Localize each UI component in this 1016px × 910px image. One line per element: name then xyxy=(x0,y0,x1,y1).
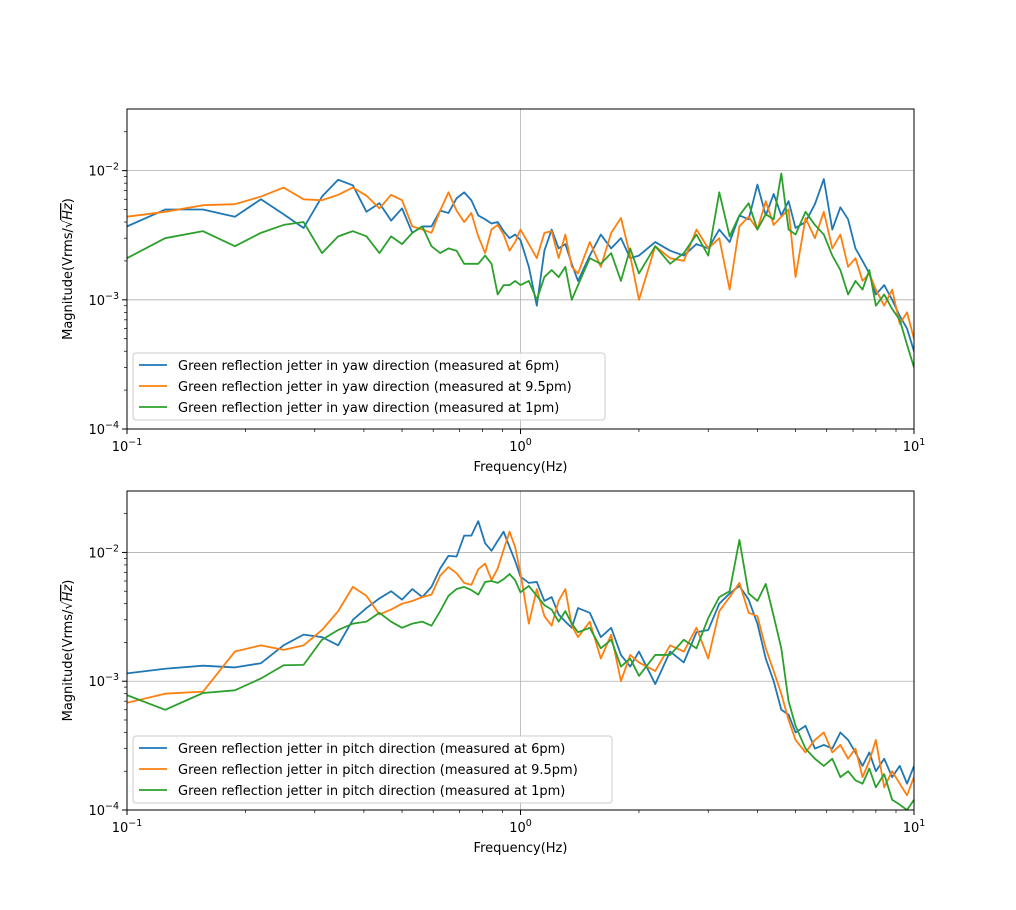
x-tick-label: 101 xyxy=(903,818,926,836)
x-tick-label: 10−1 xyxy=(112,437,143,455)
legend-label: Green reflection jetter in pitch directi… xyxy=(178,784,565,799)
y-tick-label: 10−4 xyxy=(88,420,119,438)
x-tick-label: 101 xyxy=(903,437,926,455)
y-tick-label: 10−3 xyxy=(88,291,119,309)
legend-label: Green reflection jetter in pitch directi… xyxy=(178,742,565,757)
y-axis-label: Magnitude(Vrms/√Hz) xyxy=(61,580,76,722)
series-line-3 xyxy=(127,539,914,810)
y-tick-label: 10−2 xyxy=(88,543,119,561)
y-axis-label: Magnitude(Vrms/√Hz) xyxy=(61,198,76,340)
x-axis-label: Frequency(Hz) xyxy=(474,460,568,475)
legend-label: Green reflection jetter in yaw direction… xyxy=(178,359,559,374)
x-tick-label: 10−1 xyxy=(112,818,143,836)
series-line-1 xyxy=(127,520,914,785)
x-tick-label: 100 xyxy=(509,437,532,455)
chart-1: 10−1 100 101 10−4 10−3 10−2 Frequency(Hz) Magni… xyxy=(61,108,926,475)
legend-box xyxy=(132,735,613,804)
series-line-2 xyxy=(127,530,914,797)
legend-label: Green reflection jetter in pitch directi… xyxy=(178,763,578,778)
series-line-3 xyxy=(127,172,914,368)
y-tick-label: 10−2 xyxy=(88,162,119,180)
series-line-1 xyxy=(127,178,914,352)
series-line-2 xyxy=(127,186,914,339)
x-axis-label: Frequency(Hz) xyxy=(474,841,568,856)
x-tick-label: 100 xyxy=(509,818,532,836)
chart-2: 10−1 100 101 10−4 10−3 10−2 Frequency(Hz) Magni… xyxy=(61,490,926,856)
legend-label: Green reflection jetter in yaw direction… xyxy=(178,401,559,416)
legend-box xyxy=(132,352,606,421)
legend-label: Green reflection jetter in yaw direction… xyxy=(178,380,572,395)
y-tick-label: 10−3 xyxy=(88,672,119,690)
y-tick-label: 10−4 xyxy=(88,801,119,819)
